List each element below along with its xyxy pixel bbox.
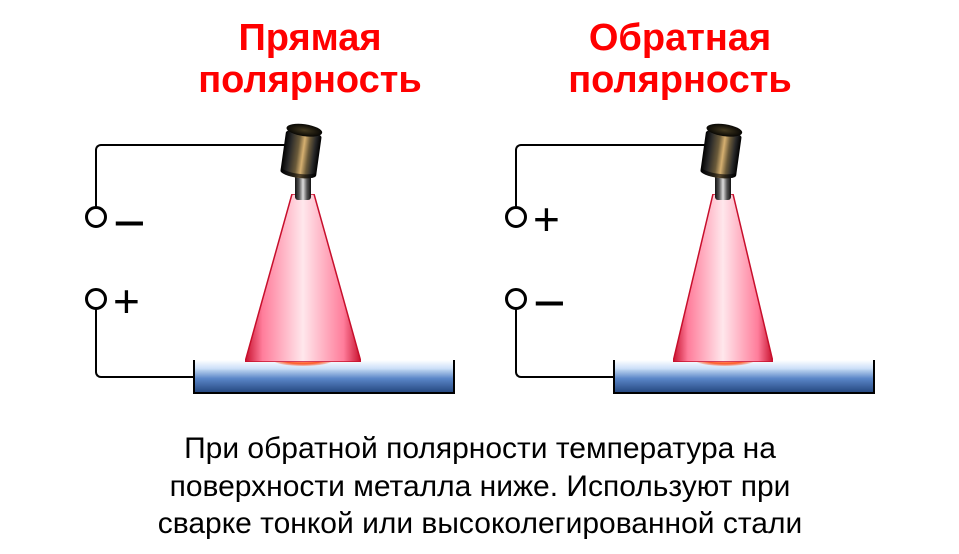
- electrode-holder: [280, 128, 322, 181]
- polarity-sign-workpiece: −: [533, 270, 566, 335]
- terminal-electrode-ring: [505, 206, 527, 228]
- terminal-electrode-ring: [85, 206, 107, 228]
- polarity-sign-workpiece: +: [113, 274, 140, 328]
- terminal-workpiece-ring: [505, 288, 527, 310]
- workpiece-plate: [193, 360, 455, 394]
- polarity-sign-electrode: −: [113, 190, 146, 255]
- electrode-holder: [700, 128, 742, 181]
- workpiece-plate: [613, 360, 875, 394]
- polarity-sign-electrode: +: [533, 192, 560, 246]
- diagram-direct-polarity: − +: [85, 120, 485, 420]
- wire-workpiece: [95, 296, 195, 378]
- title-left: Прямая полярность: [160, 18, 460, 102]
- caption-text: При обратной полярности температура на п…: [30, 430, 930, 543]
- terminal-workpiece-ring: [85, 288, 107, 310]
- title-right: Обратная полярность: [510, 18, 850, 102]
- diagram-reverse-polarity: + −: [505, 120, 905, 420]
